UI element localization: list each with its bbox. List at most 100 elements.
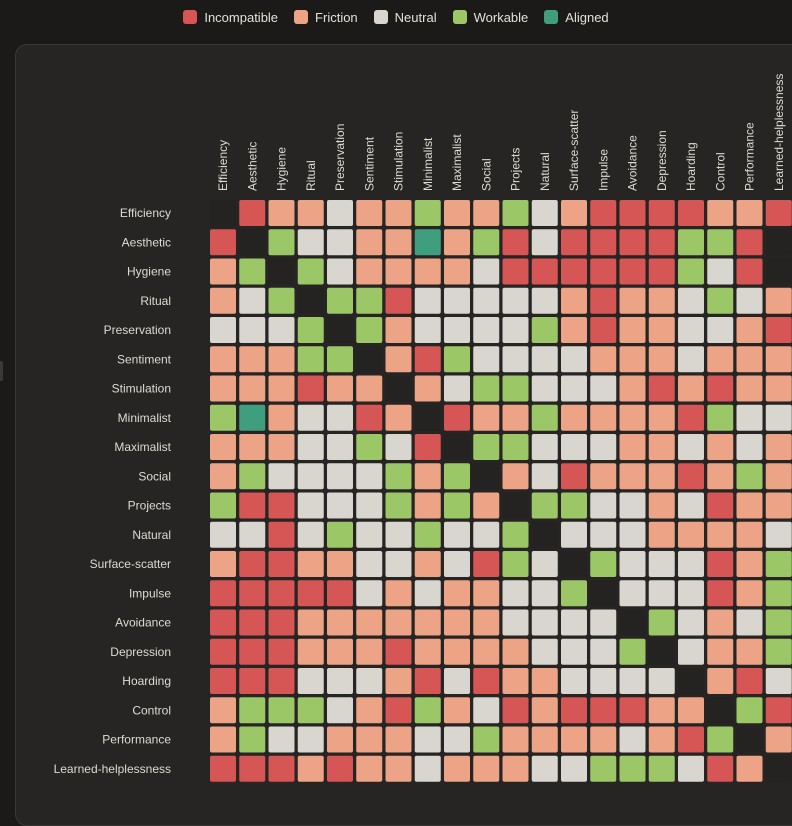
- cell-control-natural[interactable]: Control × Natural: Friction: [531, 697, 558, 724]
- cell-sentiment-natural[interactable]: Sentiment × Natural: Neutral: [531, 346, 558, 373]
- cell-impulse-learned-helplessness[interactable]: Impulse × Learned-helplessness: Workable: [765, 580, 792, 607]
- cell-depression-stimulation[interactable]: Depression × Stimulation: Incompatible: [385, 638, 412, 665]
- cell-performance-surface-scatter[interactable]: Performance × Surface-scatter: Friction: [561, 726, 587, 753]
- cell-aesthetic-avoidance[interactable]: Aesthetic × Avoidance: Incompatible: [619, 229, 646, 256]
- cell-depression-control[interactable]: Depression × Control: Friction: [707, 638, 734, 665]
- cell-preservation-hoarding[interactable]: Preservation × Hoarding: Neutral: [678, 317, 704, 343]
- cell-aesthetic-learned-helplessness[interactable]: Aesthetic × Learned-helplessness:: [765, 229, 792, 256]
- cell-control-surface-scatter[interactable]: Control × Surface-scatter: Incompatible: [561, 697, 587, 724]
- cell-natural-impulse[interactable]: Natural × Impulse: Neutral: [590, 521, 617, 548]
- cell-projects-sentiment[interactable]: Projects × Sentiment: Neutral: [356, 492, 383, 519]
- cell-sentiment-control[interactable]: Sentiment × Control: Friction: [707, 346, 734, 373]
- cell-efficiency-learned-helplessness[interactable]: Efficiency × Learned-helplessness: Incom…: [765, 200, 792, 226]
- cell-depression-impulse[interactable]: Depression × Impulse: Neutral: [590, 638, 617, 665]
- cell-sentiment-efficiency[interactable]: Sentiment × Efficiency: Friction: [210, 346, 236, 373]
- cell-learned-helplessness-depression[interactable]: Learned-helplessness × Depression: Worka…: [648, 755, 675, 782]
- cell-learned-helplessness-projects[interactable]: Learned-helplessness × Projects: Frictio…: [502, 755, 529, 782]
- cell-efficiency-stimulation[interactable]: Efficiency × Stimulation: Friction: [385, 200, 412, 226]
- cell-control-projects[interactable]: Control × Projects: Incompatible: [502, 697, 529, 724]
- cell-performance-projects[interactable]: Performance × Projects: Friction: [502, 726, 529, 753]
- cell-aesthetic-performance[interactable]: Aesthetic × Performance: Incompatible: [736, 229, 763, 256]
- cell-learned-helplessness-minimalist[interactable]: Learned-helplessness × Minimalist: Neutr…: [414, 755, 441, 782]
- cell-control-impulse[interactable]: Control × Impulse: Incompatible: [590, 697, 617, 724]
- cell-social-hoarding[interactable]: Social × Hoarding: Incompatible: [678, 463, 704, 490]
- cell-learned-helplessness-aesthetic[interactable]: Learned-helplessness × Aesthetic: Incomp…: [239, 755, 266, 782]
- cell-ritual-surface-scatter[interactable]: Ritual × Surface-scatter: Friction: [561, 287, 587, 314]
- cell-natural-aesthetic[interactable]: Natural × Aesthetic: Neutral: [239, 521, 266, 548]
- cell-depression-surface-scatter[interactable]: Depression × Surface-scatter: Neutral: [561, 638, 587, 665]
- cell-aesthetic-sentiment[interactable]: Aesthetic × Sentiment: Friction: [356, 229, 383, 256]
- cell-projects-maximalist[interactable]: Projects × Maximalist: Workable: [444, 492, 470, 519]
- cell-hygiene-projects[interactable]: Hygiene × Projects: Incompatible: [502, 258, 529, 285]
- cell-hoarding-social[interactable]: Hoarding × Social: Incompatible: [473, 668, 500, 694]
- cell-efficiency-minimalist[interactable]: Efficiency × Minimalist: Workable: [414, 200, 441, 226]
- cell-avoidance-ritual[interactable]: Avoidance × Ritual: Friction: [297, 609, 324, 636]
- cell-hygiene-aesthetic[interactable]: Hygiene × Aesthetic: Workable: [239, 258, 266, 285]
- cell-social-depression[interactable]: Social × Depression: Friction: [648, 463, 675, 490]
- cell-minimalist-performance[interactable]: Minimalist × Performance: Neutral: [736, 404, 763, 431]
- cell-maximalist-maximalist[interactable]: Maximalist × Maximalist:: [444, 434, 470, 460]
- cell-depression-hygiene[interactable]: Depression × Hygiene: Incompatible: [268, 638, 295, 665]
- cell-aesthetic-stimulation[interactable]: Aesthetic × Stimulation: Friction: [385, 229, 412, 256]
- cell-performance-natural[interactable]: Performance × Natural: Friction: [531, 726, 558, 753]
- cell-efficiency-hoarding[interactable]: Efficiency × Hoarding: Incompatible: [678, 200, 704, 226]
- cell-surface-scatter-social[interactable]: Surface-scatter × Social: Incompatible: [473, 551, 500, 577]
- cell-impulse-aesthetic[interactable]: Impulse × Aesthetic: Incompatible: [239, 580, 266, 607]
- cell-ritual-control[interactable]: Ritual × Control: Workable: [707, 287, 734, 314]
- cell-learned-helplessness-surface-scatter[interactable]: Learned-helplessness × Surface-scatter: …: [561, 755, 587, 782]
- cell-natural-avoidance[interactable]: Natural × Avoidance: Neutral: [619, 521, 646, 548]
- cell-control-learned-helplessness[interactable]: Control × Learned-helplessness: Incompat…: [765, 697, 792, 724]
- cell-sentiment-social[interactable]: Sentiment × Social: Neutral: [473, 346, 500, 373]
- cell-social-maximalist[interactable]: Social × Maximalist: Workable: [444, 463, 470, 490]
- cell-projects-preservation[interactable]: Projects × Preservation: Neutral: [327, 492, 353, 519]
- cell-projects-natural[interactable]: Projects × Natural: Workable: [531, 492, 558, 519]
- cell-sentiment-depression[interactable]: Sentiment × Depression: Friction: [648, 346, 675, 373]
- cell-depression-natural[interactable]: Depression × Natural: Neutral: [531, 638, 558, 665]
- cell-minimalist-control[interactable]: Minimalist × Control: Workable: [707, 404, 734, 431]
- cell-learned-helplessness-control[interactable]: Learned-helplessness × Control: Incompat…: [707, 755, 734, 782]
- cell-minimalist-hoarding[interactable]: Minimalist × Hoarding: Incompatible: [678, 404, 704, 431]
- cell-impulse-impulse[interactable]: Impulse × Impulse:: [590, 580, 617, 607]
- cell-stimulation-hygiene[interactable]: Stimulation × Hygiene: Friction: [268, 375, 295, 402]
- cell-maximalist-social[interactable]: Maximalist × Social: Workable: [473, 434, 500, 460]
- cell-projects-surface-scatter[interactable]: Projects × Surface-scatter: Workable: [561, 492, 587, 519]
- cell-control-stimulation[interactable]: Control × Stimulation: Incompatible: [385, 697, 412, 724]
- cell-learned-helplessness-stimulation[interactable]: Learned-helplessness × Stimulation: Fric…: [385, 755, 412, 782]
- cell-maximalist-surface-scatter[interactable]: Maximalist × Surface-scatter: Neutral: [561, 434, 587, 460]
- cell-sentiment-ritual[interactable]: Sentiment × Ritual: Workable: [297, 346, 324, 373]
- cell-learned-helplessness-preservation[interactable]: Learned-helplessness × Preservation: Inc…: [327, 755, 353, 782]
- cell-hoarding-sentiment[interactable]: Hoarding × Sentiment: Neutral: [356, 668, 383, 694]
- cell-sentiment-preservation[interactable]: Sentiment × Preservation: Workable: [327, 346, 353, 373]
- cell-performance-depression[interactable]: Performance × Depression: Friction: [648, 726, 675, 753]
- cell-stimulation-performance[interactable]: Stimulation × Performance: Friction: [736, 375, 763, 402]
- cell-surface-scatter-projects[interactable]: Surface-scatter × Projects: Workable: [502, 551, 529, 577]
- cell-impulse-surface-scatter[interactable]: Impulse × Surface-scatter: Workable: [561, 580, 587, 607]
- cell-preservation-surface-scatter[interactable]: Preservation × Surface-scatter: Friction: [561, 317, 587, 343]
- cell-minimalist-learned-helplessness[interactable]: Minimalist × Learned-helplessness: Neutr…: [765, 404, 792, 431]
- cell-depression-efficiency[interactable]: Depression × Efficiency: Incompatible: [210, 638, 236, 665]
- cell-control-maximalist[interactable]: Control × Maximalist: Friction: [444, 697, 470, 724]
- cell-ritual-maximalist[interactable]: Ritual × Maximalist: Neutral: [444, 287, 470, 314]
- cell-depression-sentiment[interactable]: Depression × Sentiment: Friction: [356, 638, 383, 665]
- cell-ritual-impulse[interactable]: Ritual × Impulse: Incompatible: [590, 287, 617, 314]
- cell-maximalist-natural[interactable]: Maximalist × Natural: Neutral: [531, 434, 558, 460]
- cell-depression-avoidance[interactable]: Depression × Avoidance: Workable: [619, 638, 646, 665]
- cell-surface-scatter-efficiency[interactable]: Surface-scatter × Efficiency: Friction: [210, 551, 236, 577]
- cell-hygiene-learned-helplessness[interactable]: Hygiene × Learned-helplessness:: [765, 258, 792, 285]
- cell-depression-performance[interactable]: Depression × Performance: Friction: [736, 638, 763, 665]
- cell-stimulation-surface-scatter[interactable]: Stimulation × Surface-scatter: Neutral: [561, 375, 587, 402]
- cell-control-performance[interactable]: Control × Performance: Workable: [736, 697, 763, 724]
- cell-sentiment-projects[interactable]: Sentiment × Projects: Neutral: [502, 346, 529, 373]
- cell-hygiene-performance[interactable]: Hygiene × Performance: Incompatible: [736, 258, 763, 285]
- cell-efficiency-aesthetic[interactable]: Efficiency × Aesthetic: Incompatible: [239, 200, 266, 226]
- cell-maximalist-impulse[interactable]: Maximalist × Impulse: Neutral: [590, 434, 617, 460]
- cell-projects-impulse[interactable]: Projects × Impulse: Neutral: [590, 492, 617, 519]
- cell-performance-hygiene[interactable]: Performance × Hygiene: Neutral: [268, 726, 295, 753]
- cell-preservation-minimalist[interactable]: Preservation × Minimalist: Neutral: [414, 317, 441, 343]
- cell-depression-maximalist[interactable]: Depression × Maximalist: Friction: [444, 638, 470, 665]
- cell-stimulation-depression[interactable]: Stimulation × Depression: Incompatible: [648, 375, 675, 402]
- cell-preservation-social[interactable]: Preservation × Social: Neutral: [473, 317, 500, 343]
- cell-stimulation-social[interactable]: Stimulation × Social: Workable: [473, 375, 500, 402]
- cell-social-social[interactable]: Social × Social:: [473, 463, 500, 490]
- cell-surface-scatter-natural[interactable]: Surface-scatter × Natural: Neutral: [531, 551, 558, 577]
